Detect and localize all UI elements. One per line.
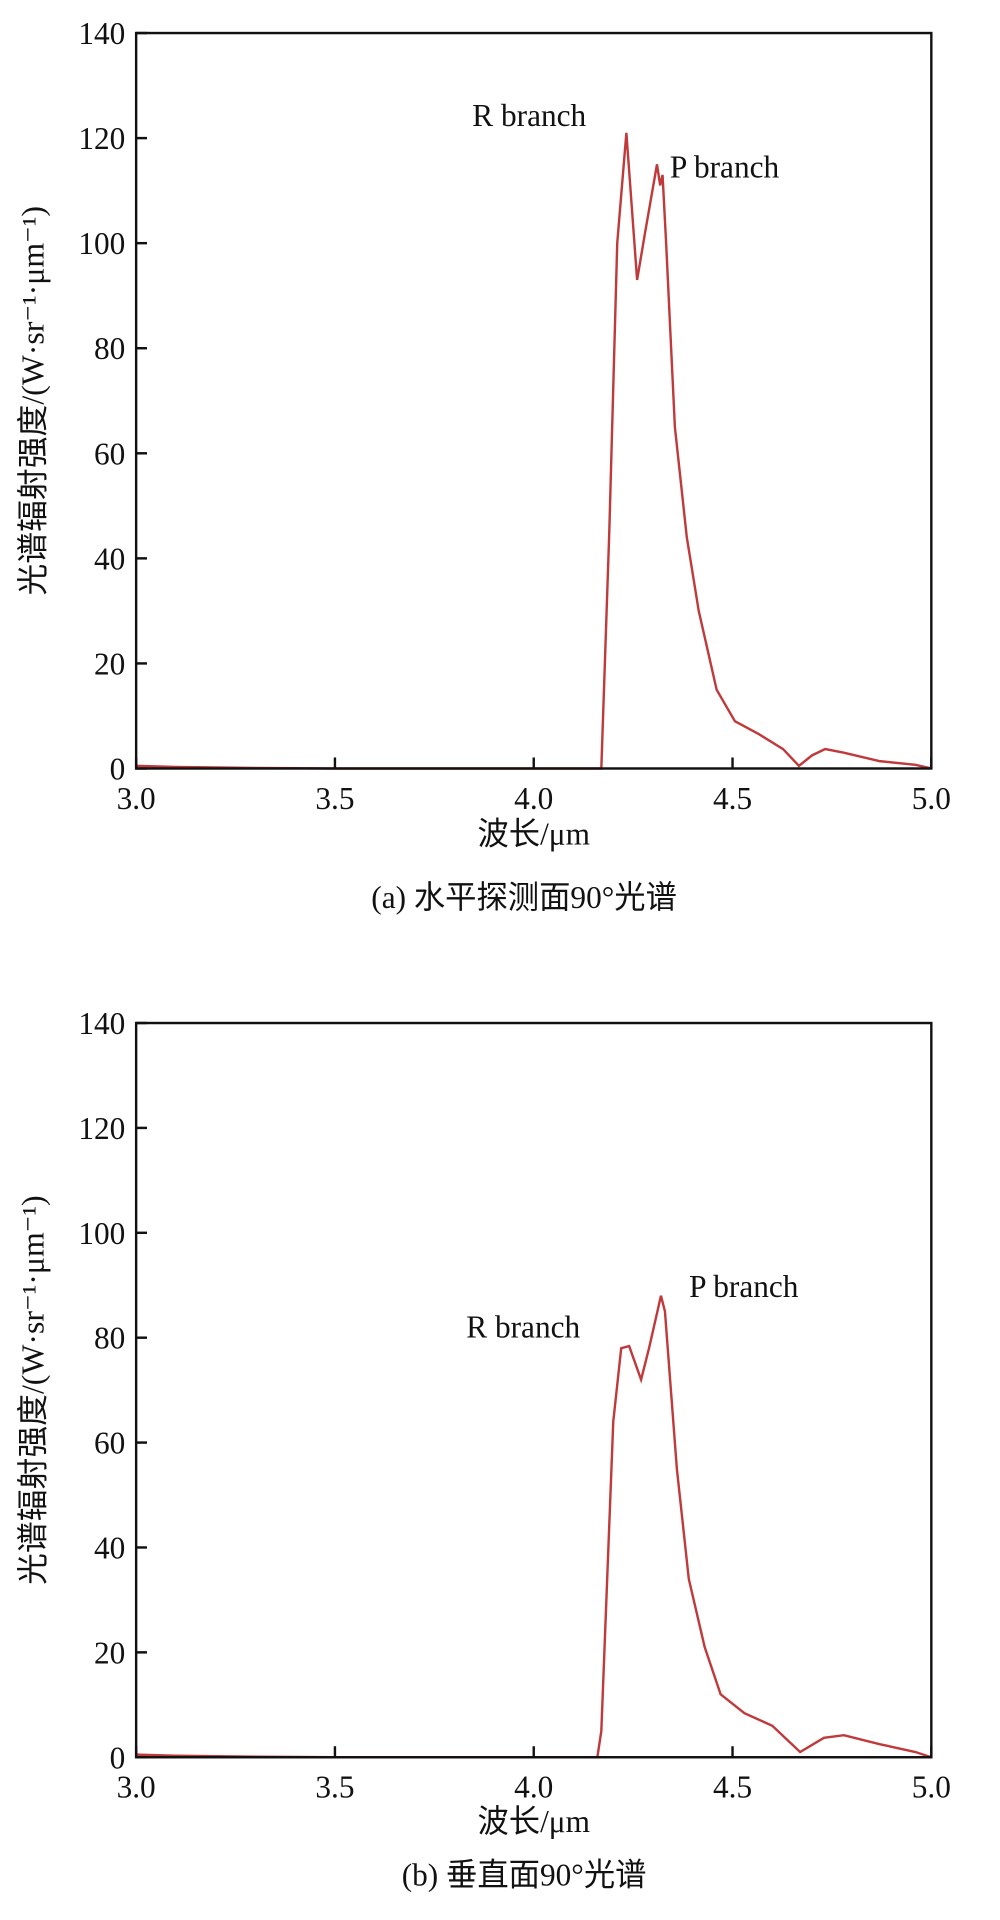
y-tick-label: 60 [94, 436, 125, 471]
x-axis-label: 波长/μm [477, 1804, 590, 1839]
data-line [136, 1295, 932, 1759]
caption: (a) 水平探测面90°光谱 [371, 880, 677, 915]
x-tick-label: 4.0 [514, 781, 553, 816]
annotation: R branch [466, 1309, 580, 1344]
x-tick-label: 4.5 [713, 781, 752, 816]
x-tick-label: 5.0 [912, 781, 951, 816]
x-axis-label: 波长/μm [477, 816, 590, 851]
x-tick-label: 3.5 [315, 1769, 354, 1804]
annotation: P branch [689, 1269, 799, 1304]
y-tick-label: 0 [110, 751, 126, 786]
y-tick-label: 40 [94, 541, 125, 576]
x-tick-label: 4.5 [713, 1769, 752, 1804]
annotation: P branch [670, 149, 780, 184]
y-tick-label: 20 [94, 1635, 125, 1670]
caption: (b) 垂直面90°光谱 [402, 1858, 647, 1893]
y-tick-label: 120 [78, 1111, 125, 1146]
y-tick-label: 140 [78, 1006, 125, 1041]
x-tick-label: 3.5 [315, 781, 354, 816]
data-line [136, 132, 932, 770]
x-tick-label: 3.0 [117, 781, 156, 816]
y-axis-label: 光谱辐射强度/(W·sr⁻¹·μm⁻¹) [16, 206, 51, 595]
y-tick-label: 80 [94, 331, 125, 366]
x-tick-label: 4.0 [514, 1769, 553, 1804]
plot-frame [134, 31, 933, 770]
x-tick-label: 5.0 [912, 1769, 951, 1804]
y-tick-label: 100 [78, 1216, 125, 1251]
y-tick-label: 100 [78, 226, 125, 261]
y-tick-label: 60 [94, 1425, 125, 1460]
x-tick-label: 3.0 [117, 1769, 156, 1804]
annotation: R branch [472, 98, 586, 133]
y-tick-label: 80 [94, 1320, 125, 1355]
y-tick-label: 120 [78, 121, 125, 156]
y-tick-label: 140 [78, 16, 125, 51]
y-axis-label: 光谱辐射强度/(W·sr⁻¹·μm⁻¹) [16, 1195, 51, 1584]
plot-frame [134, 1021, 933, 1759]
y-tick-label: 20 [94, 646, 125, 681]
y-tick-label: 40 [94, 1530, 125, 1565]
y-tick-label: 0 [110, 1740, 126, 1775]
